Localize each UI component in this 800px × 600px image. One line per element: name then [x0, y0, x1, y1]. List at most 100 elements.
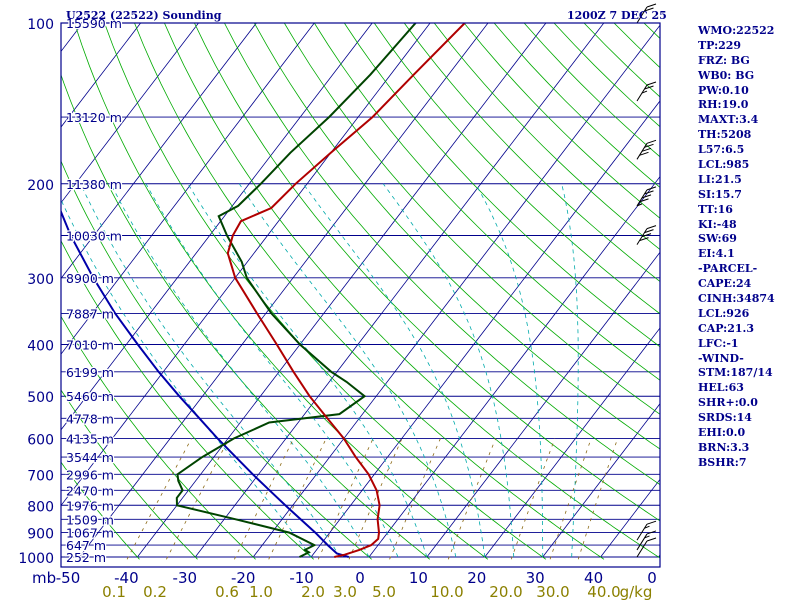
dry-adiabat-line: [74, 23, 489, 560]
wind-barb-flag: [644, 85, 654, 90]
stat-item: -PARCEL-: [698, 262, 758, 276]
stat-item: FRZ: BG: [698, 53, 750, 67]
dry-adiabat-line: [61, 73, 431, 560]
isotherm-line: [61, 23, 199, 204]
mixing-ratio-label: 10.0: [430, 583, 463, 600]
dry-adiabat-line: [61, 160, 372, 560]
mixing-ratio-line: [389, 438, 441, 560]
height-label: 11380 m: [66, 177, 122, 192]
wind-barb: [636, 537, 657, 558]
stat-item: KI:-48: [698, 217, 737, 231]
stat-item: BSHR:7: [698, 455, 747, 469]
pressure-tick-label: 300: [27, 272, 54, 288]
wind-barb-flag: [646, 225, 657, 230]
mixing-ratio-label: 0.6: [215, 583, 239, 600]
isotherm-line: [61, 23, 141, 128]
stat-item: CINH:34874: [698, 292, 775, 306]
stat-item: SI:15.7: [698, 187, 742, 201]
stat-item: WMO:22522: [698, 24, 775, 37]
moist-adiabat-line: [187, 183, 428, 558]
height-label: 1976 m: [66, 498, 114, 513]
pressure-tick-label: 800: [27, 499, 54, 515]
moist-adiabat-line: [475, 183, 544, 557]
pressure-tick-label: 200: [27, 178, 54, 194]
stat-item: LFC:-1: [698, 336, 739, 350]
height-label: 6199 m: [66, 365, 114, 380]
moist-adiabat-line: [561, 183, 579, 558]
dry-adiabat-line: [134, 23, 605, 560]
stat-item: TH:5208: [698, 128, 752, 142]
moist-adiabat-line: [145, 183, 399, 558]
wind-barb-flag: [646, 3, 657, 8]
stat-item: CAPE:24: [698, 277, 752, 291]
height-label: 10030 m: [66, 228, 122, 243]
temperature-curve: [226, 23, 466, 558]
wind-barb-flag: [646, 520, 657, 525]
mixing-ratio-label: 2.0: [301, 583, 325, 600]
temperature-tick-label: 20: [467, 569, 486, 587]
temperature-tick-label: 0: [355, 569, 365, 587]
mixing-ratio-label: 20.0: [489, 583, 522, 600]
height-label: 8900 m: [66, 271, 114, 286]
sounding-title: U2522 (22522) Sounding: [66, 9, 222, 22]
isotherm-line: [194, 23, 605, 558]
stat-item: TP:229: [698, 38, 742, 52]
height-label: 13120 m: [66, 110, 122, 125]
temperature-tick-label: -10: [289, 569, 314, 587]
dry-adiabat-line: [61, 389, 198, 560]
height-label: 2470 m: [66, 483, 114, 498]
dry-adiabat-line: [61, 315, 256, 560]
wind-barb: [636, 81, 657, 102]
isotherm-line: [61, 23, 431, 507]
wind-barb: [636, 139, 657, 160]
isotherm-line: [137, 23, 547, 558]
mixing-ratio-line: [510, 438, 556, 560]
isotherm-line: [252, 24, 660, 558]
dry-adiabat-line: [343, 23, 660, 348]
wind-barb-flag: [639, 237, 649, 242]
height-label: 7010 m: [66, 338, 114, 353]
stats-panel: WMO:22522 TP:229 FRZ: BG WB0: BG PW:0.10 RH:1…: [698, 24, 775, 471]
wind-barb-flag: [646, 139, 657, 144]
isotherm-line: [0, 23, 25, 557]
pressure-tick-label: 700: [27, 468, 54, 484]
isotherm-line: [484, 327, 660, 558]
isotherm-line: [61, 23, 257, 280]
wind-barb-flag: [639, 198, 649, 203]
wind-barb-flag: [644, 7, 654, 12]
wind-barb-half: [644, 525, 650, 529]
wind-barb-half: [644, 535, 650, 539]
wind-barb-flag: [641, 233, 652, 238]
stat-item: EI:4.1: [698, 247, 735, 261]
wind-barb-staff: [636, 533, 648, 551]
wind-barb: [636, 530, 657, 551]
wind-barb: [636, 3, 657, 24]
mixing-ratio-label: 30.0: [536, 583, 569, 600]
dewpoint-curve: [175, 23, 417, 558]
mixing-ratio-label: 0.1: [102, 583, 126, 600]
dry-adiabat-line: [373, 23, 660, 315]
stat-item: LI:21.5: [698, 172, 742, 186]
temperature-tick-label: 0: [647, 569, 657, 587]
isotherm-line: [542, 403, 660, 558]
pressure-tick-label: 500: [27, 390, 54, 406]
moist-adiabat-line: [238, 183, 457, 558]
stat-item: -WIND-: [698, 351, 744, 365]
stat-item: CAP:21.3: [698, 321, 755, 335]
temperature-tick-label: -30: [173, 569, 198, 587]
dry-adiabat-line: [253, 23, 660, 450]
mixing-ratio-label: 0.2: [143, 583, 167, 600]
wind-barb-half: [636, 203, 643, 207]
height-label: 647 m: [66, 538, 106, 553]
stat-item: STM:187/14: [698, 366, 773, 380]
height-label: 1509 m: [66, 512, 114, 527]
wind-barb: [636, 186, 657, 207]
temperature-tick-label: 40: [584, 569, 603, 587]
isotherm-line: [61, 23, 373, 431]
mixing-ratio-line: [447, 438, 497, 560]
stat-item: SRDS:14: [698, 411, 752, 425]
wind-barb-flag: [639, 151, 649, 156]
sounding-curves: [61, 23, 466, 558]
stat-item: L57:6.5: [698, 143, 745, 157]
